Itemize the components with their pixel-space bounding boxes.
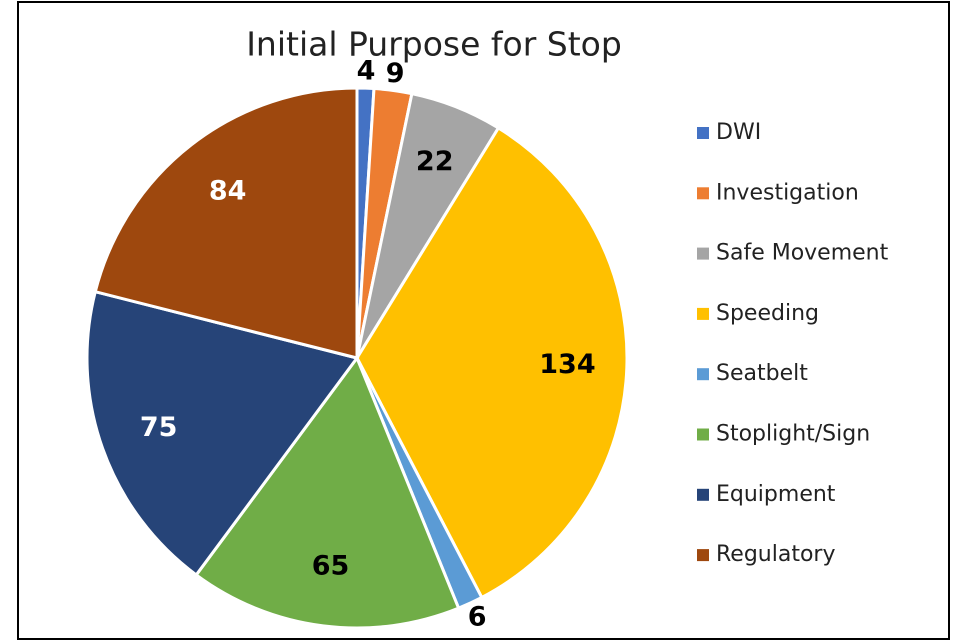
legend-swatch bbox=[697, 187, 709, 200]
data-label: 65 bbox=[312, 550, 350, 581]
data-label: 134 bbox=[539, 349, 595, 380]
legend-label: Stoplight/Sign bbox=[716, 422, 870, 447]
data-label: 9 bbox=[386, 58, 405, 89]
legend-swatch bbox=[697, 488, 709, 501]
legend-label: DWI bbox=[716, 120, 761, 145]
legend-swatch bbox=[697, 307, 709, 320]
legend-swatch bbox=[697, 247, 709, 260]
legend-swatch bbox=[697, 428, 709, 441]
data-label: 84 bbox=[209, 175, 247, 206]
legend-label: Regulatory bbox=[716, 542, 836, 567]
legend-swatch bbox=[697, 368, 709, 381]
pie-slice bbox=[93, 86, 359, 360]
data-label: 4 bbox=[357, 55, 376, 86]
legend-label: Equipment bbox=[716, 482, 836, 507]
legend-swatch bbox=[697, 549, 709, 562]
legend-label: Safe Movement bbox=[716, 241, 889, 266]
legend-label: Seatbelt bbox=[716, 361, 808, 386]
legend-label: Investigation bbox=[716, 180, 859, 205]
pie-slice bbox=[85, 289, 360, 578]
pie-slice bbox=[355, 125, 629, 600]
chart-title: Initial Purpose for Stop bbox=[246, 25, 622, 64]
data-label: 75 bbox=[140, 412, 178, 443]
legend-swatch bbox=[697, 127, 709, 139]
legend-label: Speeding bbox=[716, 301, 819, 326]
data-label: 6 bbox=[468, 601, 487, 632]
pie-slice bbox=[194, 354, 461, 630]
data-label: 22 bbox=[416, 146, 454, 177]
